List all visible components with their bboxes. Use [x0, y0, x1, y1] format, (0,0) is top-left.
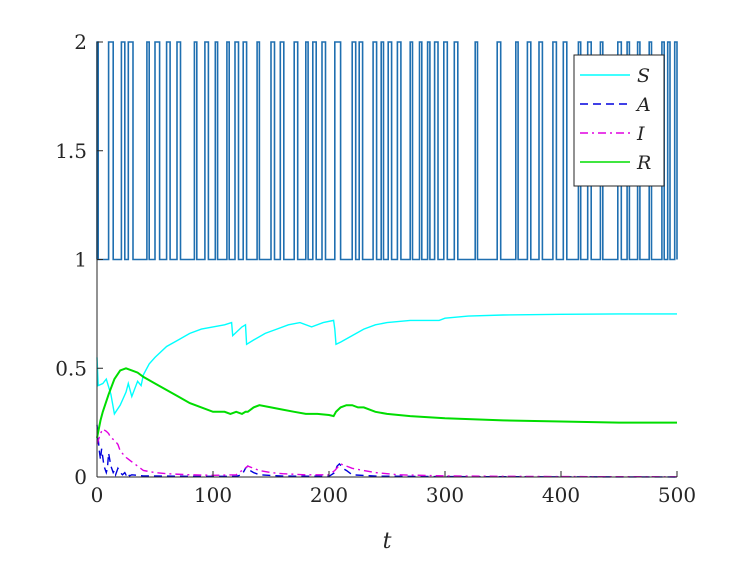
- series-line-A: [96, 424, 678, 478]
- x-tick-label: 500: [658, 483, 696, 507]
- y-tick-label: 0: [74, 465, 87, 489]
- y-tick-label: 0.5: [55, 356, 87, 380]
- switching-signal-line: [96, 41, 678, 261]
- series-line-S: [96, 313, 677, 416]
- x-axis-title: t: [383, 529, 392, 554]
- x-tick-label: 0: [91, 483, 104, 507]
- x-tick-label: 100: [194, 483, 232, 507]
- legend-label-A: A: [635, 94, 651, 116]
- legend-label-I: I: [636, 123, 645, 145]
- y-tick-label: 2: [74, 30, 87, 54]
- legend-label-S: S: [637, 65, 650, 87]
- x-tick-label: 200: [310, 483, 348, 507]
- x-tick-label: 400: [542, 483, 580, 507]
- series-line-R: [96, 367, 677, 439]
- x-tick-label: 300: [426, 483, 464, 507]
- legend-label-R: R: [636, 152, 651, 174]
- ticks: 0 100 200 300 400 500 0 0.5 1 1.5 2: [55, 30, 696, 507]
- legend-box: [573, 54, 665, 187]
- y-tick-label: 1.5: [55, 139, 87, 163]
- plot-area: [96, 41, 678, 478]
- y-tick-label: 1: [74, 248, 87, 272]
